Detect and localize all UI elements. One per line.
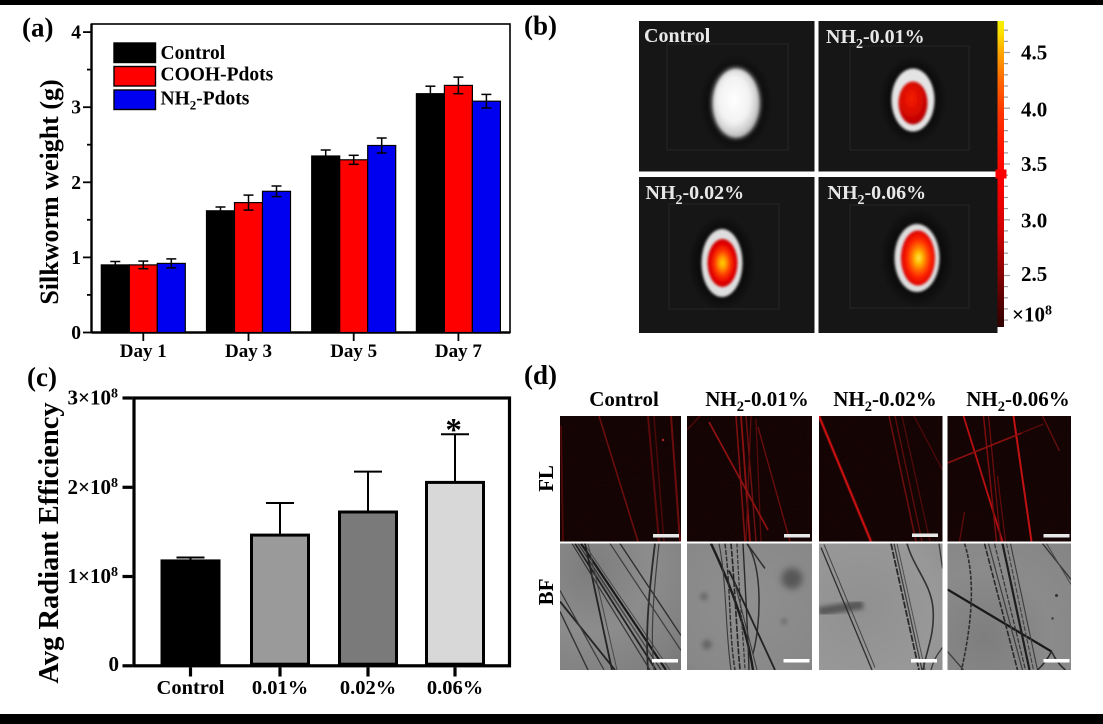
svg-text:1×108: 1×108: [68, 564, 118, 588]
svg-text:0.06%: 0.06%: [427, 677, 483, 699]
svg-text:3.5: 3.5: [1021, 152, 1047, 176]
svg-text:1: 1: [71, 248, 81, 269]
svg-text:Control: Control: [161, 43, 226, 64]
svg-text:(b): (b): [524, 11, 557, 41]
svg-text:(c): (c): [27, 362, 57, 392]
svg-text:Day 3: Day 3: [225, 341, 272, 362]
svg-text:Day 7: Day 7: [435, 341, 482, 362]
svg-text:4.0: 4.0: [1021, 98, 1047, 122]
svg-text:NH2-0.01%: NH2-0.01%: [826, 26, 925, 52]
svg-text:Day 5: Day 5: [330, 341, 377, 362]
svg-text:FL: FL: [534, 465, 558, 492]
svg-text:(a): (a): [22, 13, 53, 43]
svg-text:(d): (d): [524, 360, 557, 390]
svg-text:Silkworm weight (g): Silkworm weight (g): [35, 79, 64, 304]
svg-text:Control: Control: [589, 387, 659, 411]
svg-text:NH2-0.02%: NH2-0.02%: [646, 182, 745, 208]
svg-text:3: 3: [71, 98, 81, 119]
svg-text:0.01%: 0.01%: [252, 677, 308, 699]
svg-text:3.0: 3.0: [1021, 209, 1047, 233]
svg-text:2: 2: [71, 173, 81, 194]
svg-text:NH2-0.06%: NH2-0.06%: [966, 387, 1070, 415]
svg-text:NH2-Pdots: NH2-Pdots: [161, 89, 250, 113]
svg-text:4.5: 4.5: [1021, 41, 1047, 65]
svg-text:3×108: 3×108: [68, 386, 118, 410]
svg-text:*: *: [445, 413, 462, 449]
svg-text:NH2-0.01%: NH2-0.01%: [705, 387, 809, 415]
svg-text:Day 1: Day 1: [120, 341, 167, 362]
svg-text:COOH-Pdots: COOH-Pdots: [161, 65, 274, 86]
svg-text:BF: BF: [534, 579, 558, 606]
svg-text:Avg Radiant Efficiency: Avg Radiant Efficiency: [34, 402, 65, 683]
svg-text:NH2-0.02%: NH2-0.02%: [833, 387, 937, 415]
svg-text:Control: Control: [644, 25, 711, 47]
svg-text:4: 4: [71, 23, 81, 44]
svg-text:0.02%: 0.02%: [340, 677, 396, 699]
svg-text:2×108: 2×108: [68, 475, 118, 499]
svg-text:×108: ×108: [1012, 303, 1052, 327]
svg-text:NH2-0.06%: NH2-0.06%: [828, 182, 927, 208]
svg-text:Control: Control: [157, 677, 225, 699]
svg-text:0: 0: [109, 652, 120, 676]
svg-text:0: 0: [71, 323, 81, 344]
svg-text:2.5: 2.5: [1021, 262, 1047, 286]
